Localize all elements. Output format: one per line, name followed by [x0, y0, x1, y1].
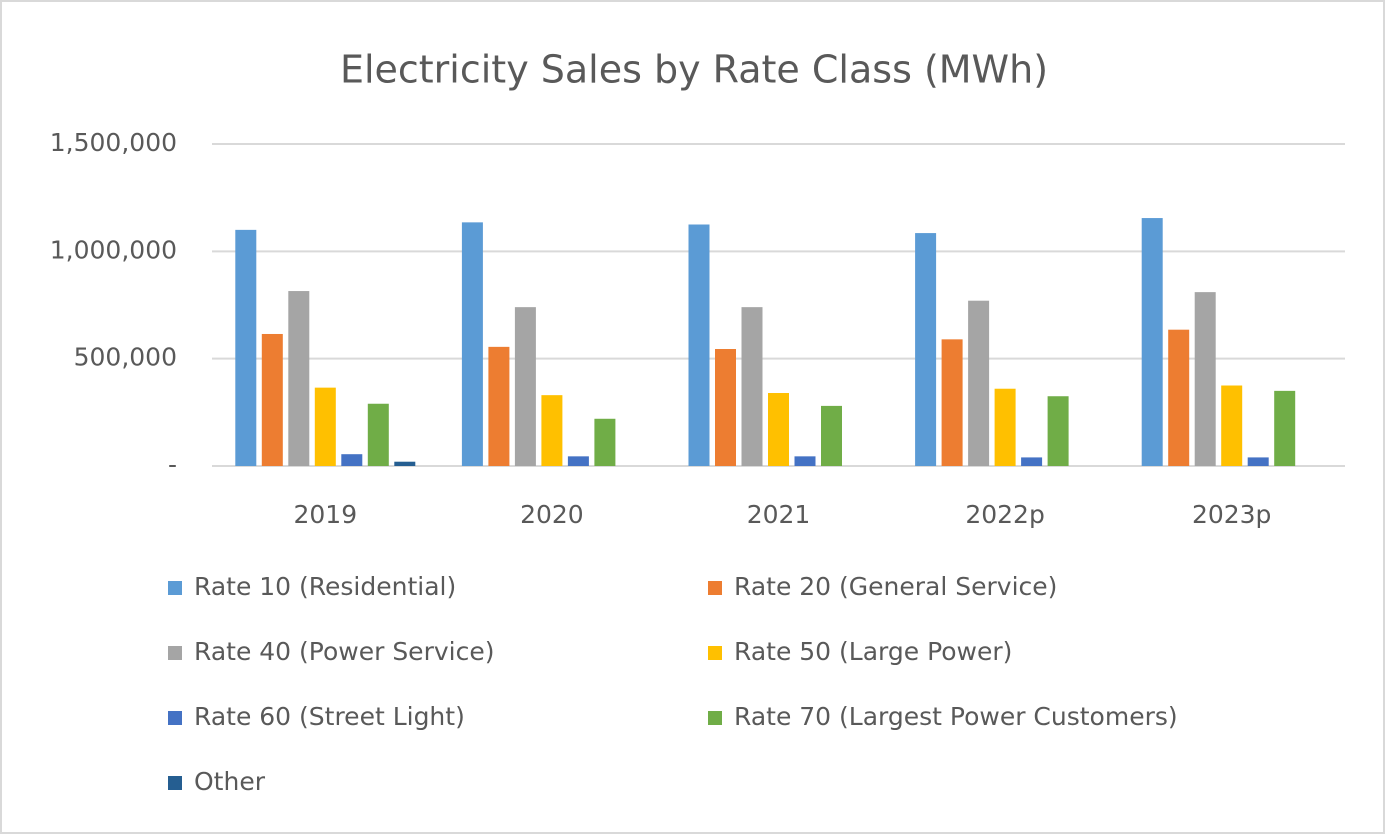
x-tick-label: 2021	[747, 500, 811, 529]
legend-swatch	[168, 646, 182, 660]
bar	[314, 387, 336, 466]
legend-label: Rate 40 (Power Service)	[194, 637, 494, 666]
legend-swatch	[168, 776, 182, 790]
x-tick-label: 2020	[520, 500, 584, 529]
bar	[1141, 218, 1163, 466]
bar	[1047, 396, 1069, 466]
bar	[715, 349, 736, 466]
legend-swatch	[708, 581, 722, 595]
bar	[567, 456, 589, 466]
bar	[1021, 457, 1043, 466]
bar	[1221, 385, 1243, 466]
y-tick-label: 1,500,000	[50, 128, 177, 157]
bar	[461, 222, 483, 466]
bar	[915, 233, 937, 466]
bar	[741, 307, 763, 466]
bar	[261, 333, 283, 466]
bar	[1247, 457, 1269, 466]
bar	[941, 339, 963, 466]
legend-label: Rate 60 (Street Light)	[194, 702, 465, 731]
y-tick-label: -	[168, 450, 177, 479]
bar	[794, 456, 816, 466]
bar	[514, 307, 536, 466]
bar	[994, 388, 1016, 466]
bar	[688, 224, 710, 466]
x-tick-label: 2023p	[1192, 500, 1272, 529]
legend-label: Rate 20 (General Service)	[734, 572, 1057, 601]
bar	[394, 461, 416, 466]
legend-label: Other	[194, 767, 266, 796]
bar	[821, 405, 842, 466]
bar	[594, 418, 616, 466]
bar	[1168, 329, 1190, 466]
y-tick-label: 1,000,000	[50, 235, 177, 264]
legend-label: Rate 50 (Large Power)	[734, 637, 1012, 666]
legend-swatch	[708, 711, 722, 725]
legend-label: Rate 70 (Largest Power Customers)	[734, 702, 1178, 731]
legend-swatch	[708, 646, 722, 660]
bar	[341, 454, 363, 466]
chart-title: Electricity Sales by Rate Class (MWh)	[340, 48, 1048, 92]
bar	[367, 403, 389, 466]
bar	[488, 346, 510, 466]
bar	[541, 395, 563, 466]
legend-swatch	[168, 581, 182, 595]
bar	[1194, 292, 1216, 466]
bar	[288, 291, 310, 466]
legend-swatch	[168, 711, 182, 725]
y-tick-label: 500,000	[74, 343, 177, 372]
x-tick-label: 2019	[293, 500, 357, 529]
bar	[768, 393, 789, 466]
legend-label: Rate 10 (Residential)	[194, 572, 456, 601]
bar	[968, 300, 990, 466]
bar	[235, 229, 257, 466]
x-tick-label: 2022p	[965, 500, 1045, 529]
bar	[1274, 390, 1296, 466]
